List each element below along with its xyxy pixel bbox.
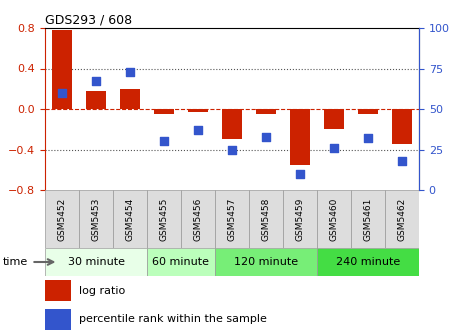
Bar [385,190,419,248]
Bar [290,109,310,165]
Point [92,79,100,84]
Bar [351,190,385,248]
Bar [147,248,215,276]
Text: 30 minute: 30 minute [67,257,124,267]
Point [58,90,66,95]
Bar [45,190,79,248]
Bar [45,248,147,276]
Bar [45,280,71,301]
Text: GSM5455: GSM5455 [159,197,168,241]
Bar [358,109,378,114]
Text: GSM5461: GSM5461 [364,197,373,241]
Bar [113,190,147,248]
Text: 60 minute: 60 minute [153,257,210,267]
Bar [215,248,317,276]
Point [330,145,338,151]
Bar [154,109,174,114]
Point [262,134,269,139]
Bar [392,109,412,144]
Text: GSM5462: GSM5462 [397,197,406,241]
Point [398,158,405,164]
Bar [52,30,72,109]
Bar [256,109,276,114]
Text: log ratio: log ratio [79,286,125,295]
Point [365,135,372,141]
Bar [79,190,113,248]
Point [127,69,134,75]
Bar [222,109,242,139]
Bar [317,248,419,276]
Point [194,127,202,133]
Bar [120,89,140,109]
Bar [215,190,249,248]
Bar [317,190,351,248]
Text: GSM5457: GSM5457 [228,197,237,241]
Bar [45,309,71,330]
Text: time: time [2,257,27,267]
Bar [188,109,208,112]
Text: GSM5459: GSM5459 [295,197,304,241]
Text: GSM5456: GSM5456 [194,197,202,241]
Bar [283,190,317,248]
Text: GSM5453: GSM5453 [92,197,101,241]
Bar [249,190,283,248]
Bar [324,109,344,129]
Point [296,171,304,176]
Text: GSM5452: GSM5452 [57,197,66,241]
Text: GSM5460: GSM5460 [330,197,339,241]
Bar [147,190,181,248]
Text: 240 minute: 240 minute [336,257,400,267]
Point [160,139,167,144]
Text: 120 minute: 120 minute [234,257,298,267]
Text: GSM5454: GSM5454 [126,197,135,241]
Bar [86,91,106,109]
Text: GDS293 / 608: GDS293 / 608 [45,14,132,27]
Point [229,147,236,152]
Text: percentile rank within the sample: percentile rank within the sample [79,314,266,325]
Text: GSM5458: GSM5458 [261,197,270,241]
Bar [181,190,215,248]
